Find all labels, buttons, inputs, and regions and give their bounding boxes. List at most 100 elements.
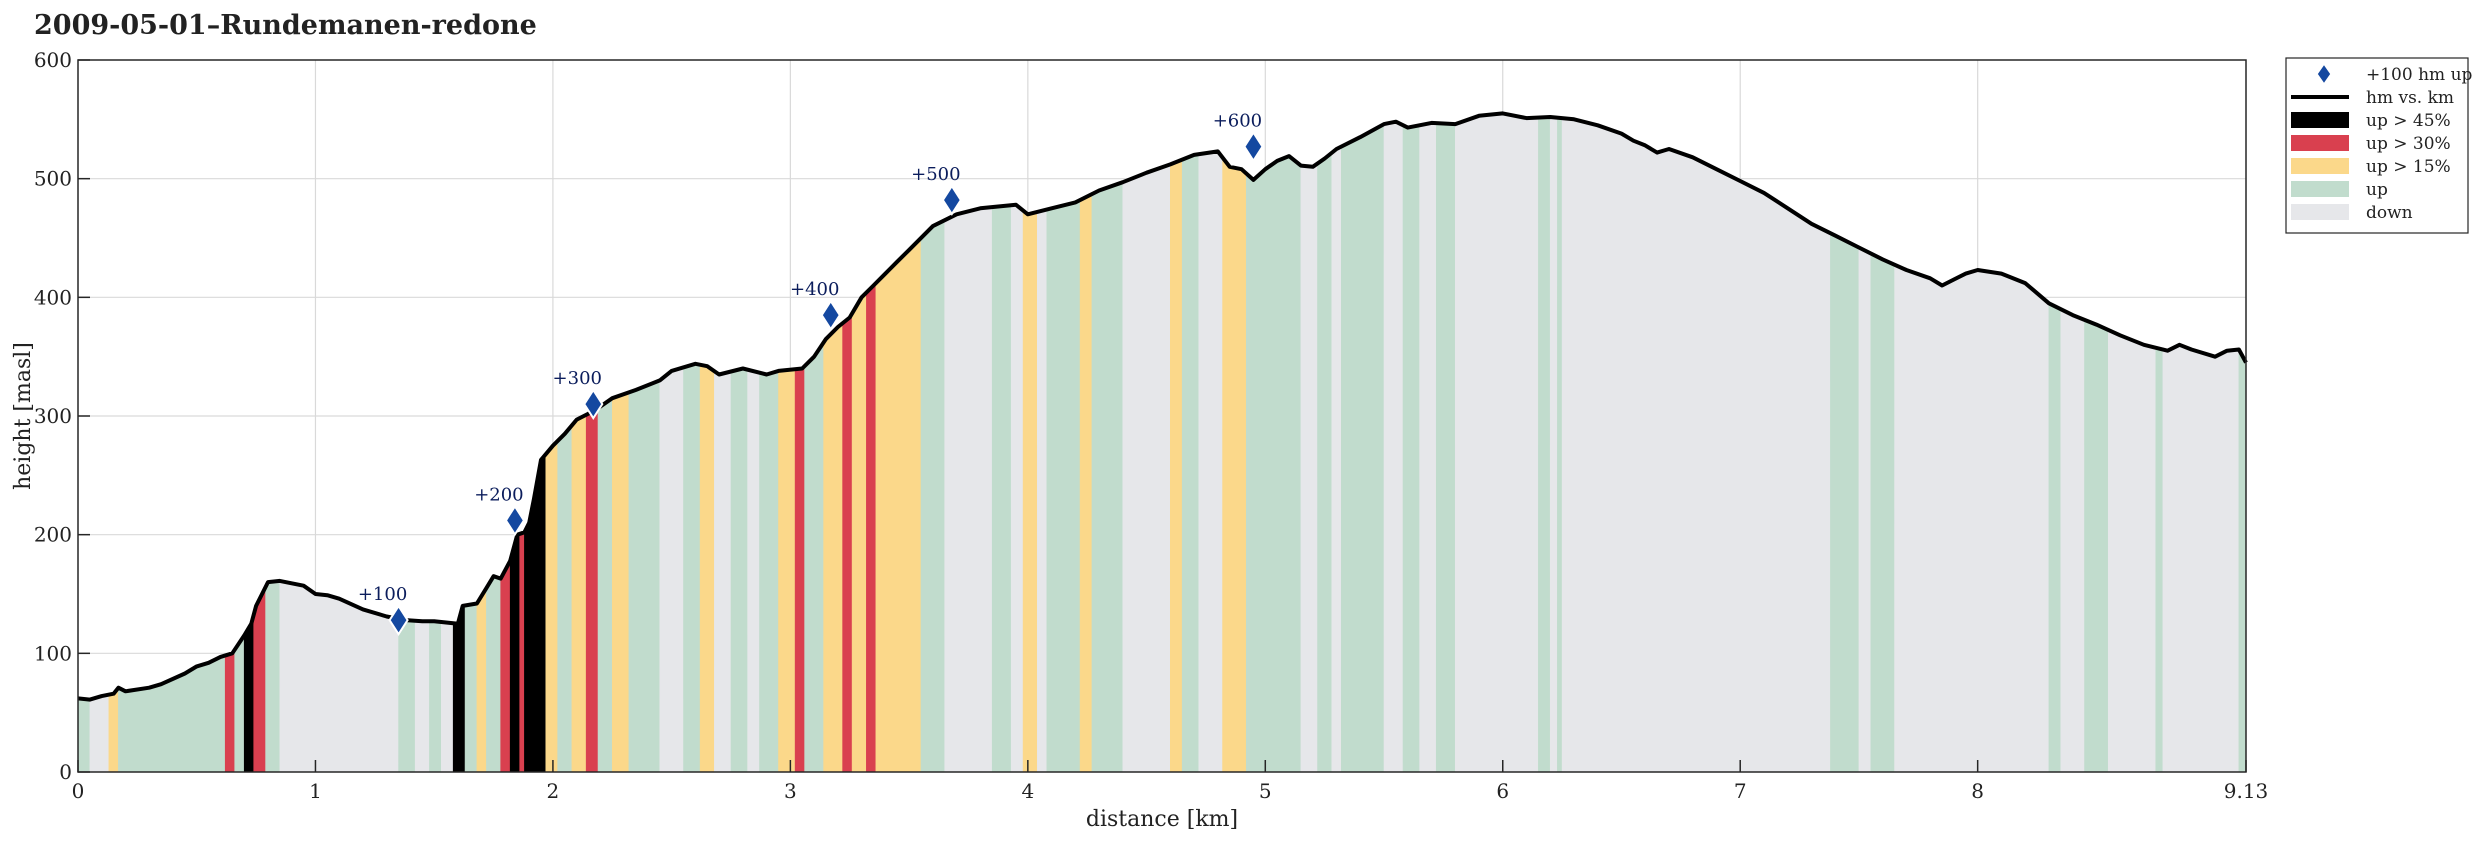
- segment-steep30: [500, 560, 511, 773]
- segment-up: [234, 634, 245, 773]
- y-tick-label: 600: [34, 48, 72, 72]
- segment-down: [944, 206, 993, 773]
- segment-down: [1036, 209, 1048, 773]
- segment-down: [1331, 146, 1342, 773]
- milestone-label: +300: [553, 368, 602, 389]
- segment-down: [1858, 247, 1872, 773]
- milestone-marker: [820, 299, 841, 331]
- segment-steep15: [1079, 193, 1093, 773]
- segment-down: [1300, 162, 1318, 773]
- milestone-marker: [504, 504, 526, 537]
- y-tick-label: 500: [34, 167, 72, 191]
- segment-up: [557, 424, 573, 773]
- milestone-label: +600: [1213, 111, 1262, 132]
- x-axis-label: distance [km]: [1086, 807, 1238, 832]
- segment-down: [1454, 113, 1539, 773]
- segment-up: [920, 219, 946, 773]
- x-tick-label: 5: [1259, 779, 1272, 803]
- milestone-marker: [583, 388, 604, 420]
- segment-steep15: [545, 440, 559, 773]
- segment-up: [1830, 232, 1860, 773]
- milestone-label: +400: [790, 279, 839, 300]
- segment-down: [1894, 264, 2050, 773]
- segment-steep45: [509, 533, 521, 773]
- segment-down: [2162, 344, 2240, 773]
- segment-steep15: [1169, 159, 1183, 773]
- y-tick-label: 200: [34, 523, 72, 547]
- axis-ticks: 0 1 2 3 4 5 6 7 8 9.13 0 100 200 300 400 500 600: [34, 48, 2268, 803]
- segment-steep30: [794, 365, 805, 773]
- segment-down: [1010, 204, 1024, 773]
- segment-steep15: [778, 368, 796, 773]
- segment-down: [1383, 121, 1404, 773]
- legend-label: +100 hm up: [2366, 65, 2473, 85]
- x-tick-label: 7: [1734, 779, 1747, 803]
- segment-down: [747, 369, 760, 773]
- segment-down: [89, 694, 110, 773]
- x-tick-label: 9.13: [2224, 779, 2269, 803]
- legend-label: up > 45%: [2366, 111, 2451, 131]
- segment-up: [2084, 319, 2109, 773]
- segment-up: [1246, 155, 1302, 773]
- segment-up: [265, 580, 281, 773]
- segment-steep15: [108, 686, 119, 773]
- segment-up: [1046, 199, 1081, 773]
- segment-up: [2048, 302, 2062, 773]
- segment-up: [464, 603, 478, 773]
- profile-layer: [77, 111, 2248, 702]
- segment-steep45: [243, 614, 255, 773]
- segment-down: [1561, 117, 1831, 773]
- segment-up: [1870, 252, 1895, 773]
- legend-swatch-down: [2291, 204, 2349, 220]
- segment-steep15: [823, 322, 843, 773]
- segment-steep30: [842, 312, 853, 773]
- legend-label: down: [2366, 203, 2413, 223]
- x-tick-label: 8: [1971, 779, 1984, 803]
- segment-down: [1198, 151, 1223, 773]
- milestone-label: +200: [474, 484, 523, 505]
- x-tick-label: 3: [784, 779, 797, 803]
- segment-up: [759, 370, 779, 773]
- legend-label: hm vs. km: [2366, 88, 2454, 108]
- segment-steep15: [476, 587, 487, 773]
- segment-up: [1340, 123, 1385, 773]
- segment-steep15: [611, 391, 630, 773]
- legend-label: up > 30%: [2366, 134, 2451, 154]
- segment-up: [1435, 122, 1456, 773]
- y-tick-label: 100: [34, 641, 72, 665]
- profile-line: [77, 111, 2248, 702]
- segment-up: [1557, 117, 1563, 773]
- segment-steep30: [519, 531, 525, 773]
- segment-up: [2238, 349, 2247, 773]
- legend-swatch-steep30: [2291, 135, 2349, 151]
- x-tick-label: 1: [309, 779, 322, 803]
- segment-steep30: [866, 282, 877, 773]
- segment-up: [683, 363, 701, 773]
- segment-steep45: [452, 605, 466, 773]
- segment-steep30: [585, 407, 599, 773]
- segment-up: [730, 368, 748, 773]
- legend-label: up > 15%: [2366, 157, 2451, 177]
- x-tick-label: 2: [547, 779, 560, 803]
- x-tick-label: 0: [72, 779, 85, 803]
- milestone-marker: [388, 604, 409, 636]
- segment-steep15: [851, 291, 867, 773]
- legend-label: up: [2366, 180, 2388, 200]
- segment-up: [1538, 116, 1551, 773]
- segment-down: [440, 621, 454, 773]
- segment-up: [1181, 153, 1200, 773]
- segment-down: [714, 370, 732, 773]
- legend-marker-swatch: [2316, 62, 2332, 86]
- segment-down: [2107, 329, 2157, 773]
- segment-up: [1317, 152, 1333, 773]
- segment-up: [991, 204, 1012, 773]
- x-tick-label: 4: [1021, 779, 1034, 803]
- y-axis-label: height [masl]: [11, 342, 36, 490]
- segment-up: [1402, 124, 1420, 773]
- milestone-label: +500: [911, 164, 960, 185]
- segment-steep15: [1222, 156, 1247, 773]
- x-tick-label: 6: [1496, 779, 1509, 803]
- segment-up: [804, 341, 824, 773]
- legend: +100 hm up hm vs. km up > 45% up > 30% up > …: [2285, 57, 2473, 234]
